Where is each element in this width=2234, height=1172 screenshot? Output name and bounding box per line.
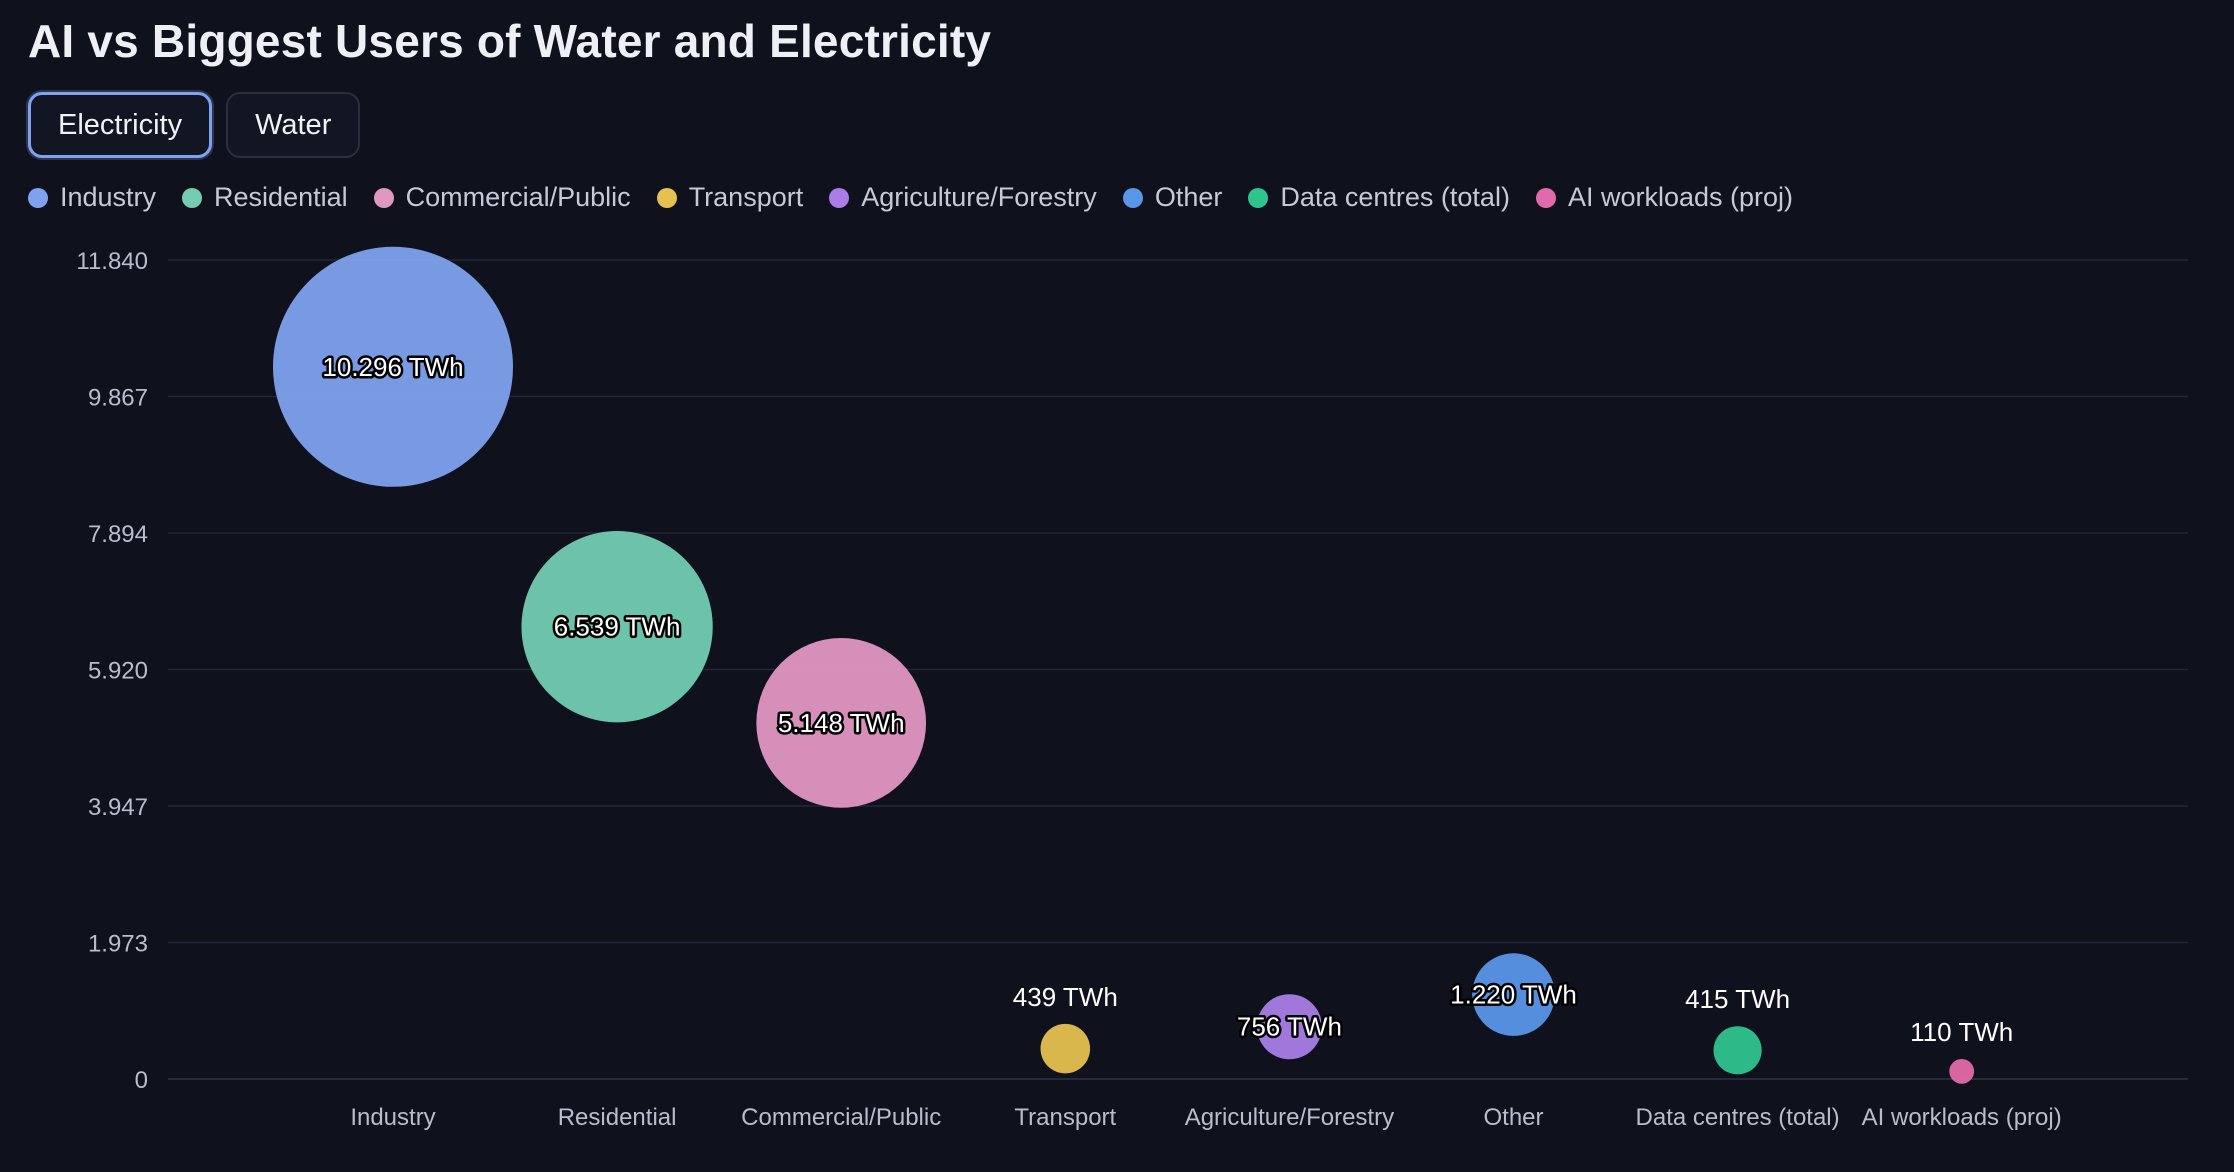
legend-swatch	[373, 187, 394, 208]
x-tick-label: Agriculture/Forestry	[1185, 1104, 1394, 1131]
y-tick-label: 5.920	[88, 658, 148, 685]
x-tick-label: Other	[1483, 1104, 1543, 1131]
legend-item[interactable]: Transport	[656, 182, 804, 213]
y-tick-label: 11.840	[76, 248, 148, 275]
data-label: 10.296 TWh	[322, 352, 463, 382]
y-tick-label: 7.894	[88, 521, 148, 548]
chart-legend: Industry Residential Commercial/Public Tran…	[28, 182, 1793, 213]
x-tick-label: Industry	[350, 1104, 435, 1131]
legend-label: Transport	[688, 182, 804, 212]
legend-item[interactable]: Agriculture/Forestry	[829, 182, 1097, 213]
bubble[interactable]	[273, 246, 513, 487]
legend-item[interactable]: Other	[1122, 182, 1223, 213]
x-tick-label: Data centres (total)	[1636, 1104, 1840, 1131]
data-label: 1.220 TWh	[1450, 980, 1577, 1010]
y-tick-label: 3.947	[88, 794, 148, 821]
x-tick-label: Commercial/Public	[741, 1104, 941, 1131]
legend-label: AI workloads (proj)	[1567, 182, 1794, 212]
bubble[interactable]	[1256, 994, 1322, 1060]
legend-label: Industry	[60, 182, 157, 212]
legend-label: Residential	[214, 182, 348, 212]
tab-electricity[interactable]: Electricity	[28, 92, 213, 158]
data-label: 6.539 TWh	[554, 612, 681, 642]
y-tick-label: 9.867	[88, 385, 148, 412]
legend-item[interactable]: Data centres (total)	[1248, 182, 1510, 213]
data-label: 756 TWh	[1237, 1012, 1342, 1042]
x-tick-label: AI workloads (proj)	[1862, 1104, 2062, 1131]
data-label: 5.148 TWh	[778, 708, 905, 738]
legend-swatch	[28, 187, 48, 208]
x-tick-label: Residential	[558, 1104, 677, 1131]
y-tick-label: 0	[135, 1067, 148, 1094]
bubble[interactable]	[756, 638, 927, 808]
legend-swatch	[1535, 187, 1556, 208]
legend-item[interactable]: Commercial/Public	[373, 182, 631, 213]
data-label: 439 TWh	[1013, 982, 1118, 1012]
legend-swatch	[1248, 187, 1269, 208]
legend-item[interactable]: AI workloads (proj)	[1535, 182, 1794, 213]
data-label: 110 TWh	[1910, 1017, 2013, 1047]
bubble[interactable]	[521, 531, 713, 723]
bubble[interactable]	[1472, 953, 1555, 1036]
bubble[interactable]	[1040, 1023, 1091, 1074]
legend-label: Commercial/Public	[405, 182, 631, 212]
metric-tabs: Electricity Water	[28, 92, 361, 158]
bubble[interactable]	[1949, 1058, 1975, 1084]
x-tick-label: Transport	[1014, 1104, 1116, 1131]
legend-swatch	[182, 187, 203, 208]
legend-label: Other	[1154, 182, 1223, 212]
legend-swatch	[1122, 187, 1143, 208]
legend-item[interactable]: Residential	[182, 182, 348, 213]
legend-label: Agriculture/Forestry	[861, 182, 1097, 212]
legend-label: Data centres (total)	[1280, 182, 1510, 212]
legend-item[interactable]: Industry	[28, 182, 156, 213]
bubble[interactable]	[1713, 1026, 1762, 1075]
y-tick-label: 1.973	[88, 931, 148, 958]
legend-swatch	[656, 187, 677, 208]
legend-swatch	[829, 187, 850, 208]
data-label: 415 TWh	[1685, 984, 1790, 1014]
tab-water[interactable]: Water	[226, 92, 361, 158]
page-title: AI vs Biggest Users of Water and Electri…	[28, 15, 992, 67]
